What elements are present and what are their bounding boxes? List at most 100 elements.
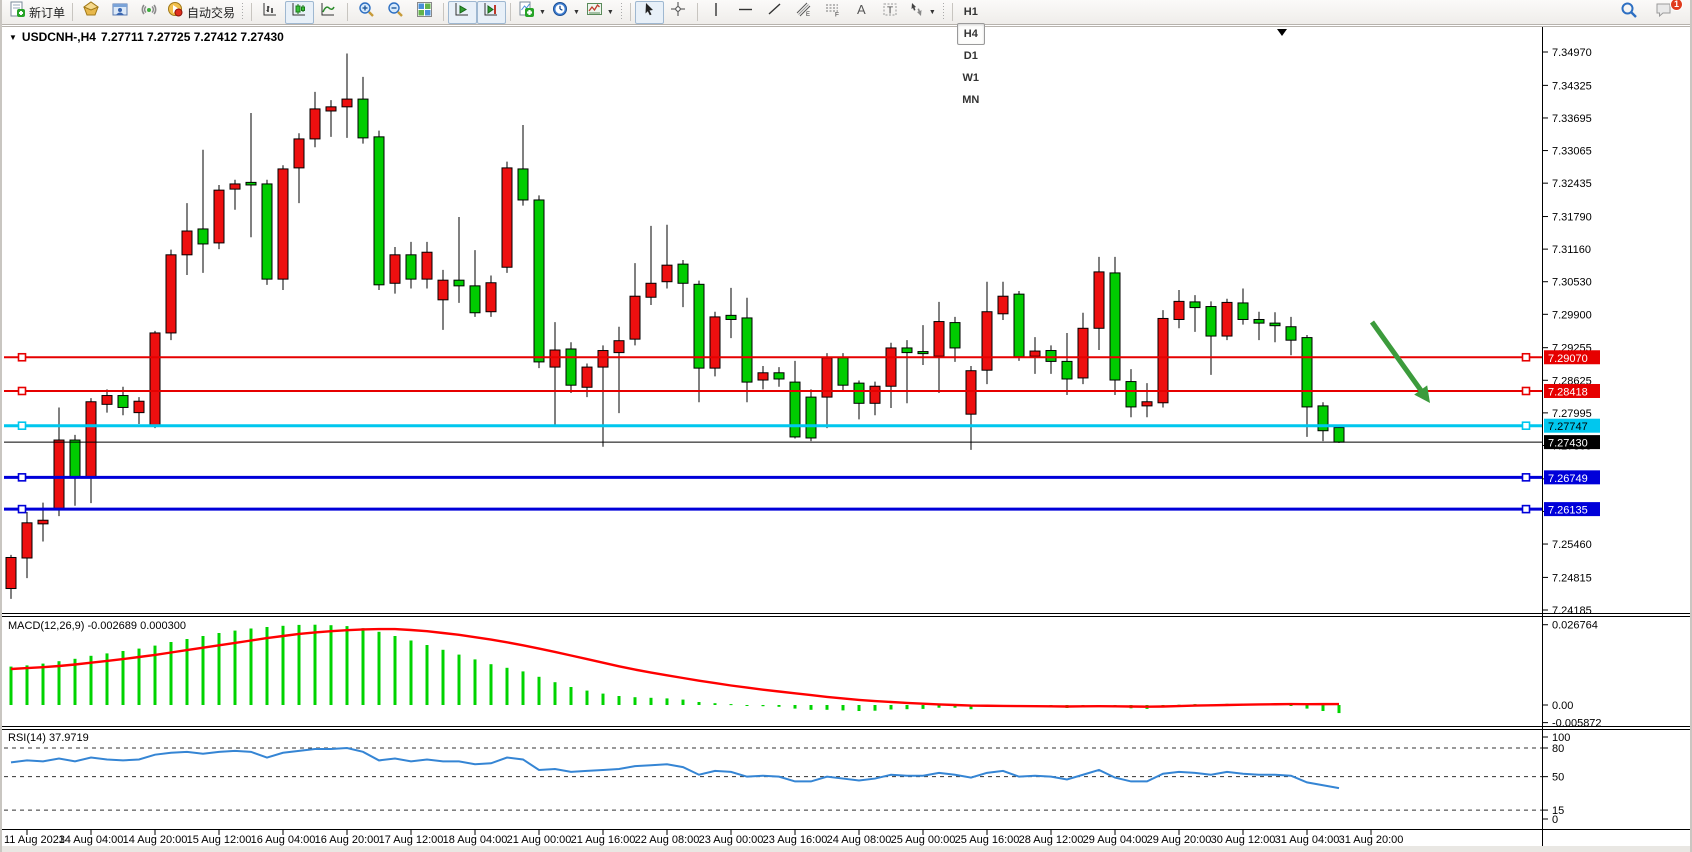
macd-bar — [649, 697, 653, 705]
line-handle[interactable] — [17, 473, 27, 482]
chart-canvas[interactable]: 7.34970 7.34325 7.33695 7.33065 7.32435 7.317… — [2, 26, 1692, 852]
arrows-icon — [908, 1, 925, 23]
line-handle[interactable] — [17, 504, 27, 514]
data-window-button[interactable] — [106, 1, 135, 24]
candle — [1205, 306, 1217, 337]
price-level-tag-text: 7.26135 — [1548, 505, 1588, 517]
candle — [133, 400, 145, 414]
macd-bar — [377, 631, 381, 705]
timeframe-h4-button[interactable]: H4 — [956, 23, 985, 45]
new-order-button[interactable]: 新订单 — [6, 1, 68, 24]
price-level-tag — [1544, 502, 1600, 517]
macd-bar — [713, 703, 717, 705]
candle — [773, 372, 785, 380]
trendline-button[interactable] — [760, 1, 789, 24]
candle — [853, 382, 865, 404]
price-axis-tick: 7.25460 — [1552, 539, 1592, 551]
templates-dropdown[interactable]: ▼ — [583, 1, 617, 24]
bar-chart-button[interactable] — [256, 1, 285, 24]
line-handle[interactable] — [17, 386, 27, 396]
timeframe-h1-button[interactable]: H1 — [963, 6, 978, 18]
candle — [549, 349, 561, 368]
macd-bar — [761, 705, 765, 707]
candle — [565, 348, 577, 386]
candle — [1237, 302, 1249, 320]
price-axis-tick: 7.27995 — [1552, 408, 1592, 420]
candle — [917, 351, 929, 355]
line-handle[interactable] — [17, 352, 27, 362]
candles-chart-button[interactable] — [285, 0, 315, 24]
candle — [469, 285, 481, 314]
candle — [1285, 326, 1297, 341]
trend-arrow-head[interactable] — [1414, 385, 1430, 403]
toolbar: 新订单 自动交易 ▼ ▼ ▼ E F A T ▼ — [2, 0, 1690, 106]
chart-shift-button[interactable] — [477, 0, 507, 24]
line-handle[interactable] — [1521, 504, 1531, 514]
autoscroll-button[interactable] — [448, 0, 478, 24]
timeframe-mn-button[interactable]: MN — [962, 94, 980, 106]
arrows-dropdown[interactable]: ▼ — [905, 1, 939, 24]
notifications-button[interactable]: 1 — [1649, 0, 1683, 24]
timeframe-d1-button[interactable]: D1 — [963, 50, 978, 62]
chart-dropdown-icon[interactable]: ▼ — [9, 32, 17, 42]
macd-bar — [137, 648, 141, 705]
macd-bar — [1321, 705, 1325, 711]
macd-axis-tick: 0.00 — [1552, 700, 1573, 712]
candle — [1189, 301, 1201, 309]
candle — [1333, 427, 1345, 443]
candle — [229, 183, 241, 190]
cursor-button[interactable] — [634, 0, 664, 24]
candle — [1109, 272, 1121, 381]
price-axis-tick: 7.30530 — [1552, 277, 1592, 289]
chart-shift-marker[interactable] — [1277, 29, 1287, 36]
candle — [293, 138, 305, 169]
candle — [421, 251, 433, 280]
line-handle[interactable] — [1521, 352, 1531, 362]
macd-bar — [921, 705, 925, 709]
vertical-line-button[interactable] — [702, 1, 731, 24]
timeframe-w1-button[interactable]: W1 — [962, 72, 980, 84]
macd-bar — [329, 625, 333, 705]
text-button[interactable]: A — [847, 1, 876, 24]
fibonacci-button[interactable]: F — [818, 1, 847, 24]
zoom-in-button[interactable] — [352, 1, 381, 24]
zoom-out-button[interactable] — [381, 1, 410, 24]
line-chart-button[interactable] — [314, 1, 343, 24]
candle — [965, 370, 977, 415]
time-axis-label: 29 Aug 04:00 — [1083, 834, 1148, 846]
indicators-dropdown[interactable]: ▼ — [515, 1, 549, 24]
macd-bar — [1305, 705, 1309, 709]
macd-bar — [905, 705, 909, 710]
macd-bar — [265, 627, 269, 705]
line-chart-icon — [320, 1, 337, 23]
candle — [789, 381, 801, 438]
candle — [197, 228, 209, 245]
navigator-button[interactable] — [135, 1, 164, 24]
candle — [501, 167, 513, 268]
macd-bar — [25, 665, 29, 705]
time-axis-label: 15 Aug 12:00 — [187, 834, 252, 846]
chevron-down-icon: ▼ — [606, 8, 614, 16]
text-label-button[interactable]: T — [876, 1, 905, 24]
rsi-indicator-label: RSI(14) 37.9719 — [8, 732, 89, 744]
autotrade-button[interactable]: 自动交易 — [164, 1, 238, 24]
tile-windows-button[interactable] — [410, 1, 439, 24]
timeframe-buttons: M1M5M15M30H1H4D1W1MN — [956, 0, 985, 111]
candle — [1317, 405, 1329, 432]
horizontal-line-button[interactable] — [731, 1, 760, 24]
crosshair-button[interactable] — [664, 1, 693, 24]
line-handle[interactable] — [1521, 473, 1531, 482]
fibonacci-icon: F — [824, 1, 841, 23]
line-handle[interactable] — [1521, 386, 1531, 396]
trend-arrow[interactable] — [1369, 320, 1427, 397]
equidistant-channel-button[interactable]: E — [789, 1, 818, 24]
search-button[interactable] — [1614, 1, 1643, 24]
market-watch-button[interactable] — [77, 1, 106, 24]
line-handle[interactable] — [17, 421, 27, 431]
chart-symbol-period: USDCNH-,H4 — [21, 30, 96, 44]
line-handle[interactable] — [1521, 421, 1531, 431]
time-axis-label: 25 Aug 16:00 — [955, 834, 1020, 846]
macd-bar — [729, 704, 733, 706]
periods-dropdown[interactable]: ▼ — [549, 1, 583, 24]
price-level-tag — [1544, 418, 1600, 433]
